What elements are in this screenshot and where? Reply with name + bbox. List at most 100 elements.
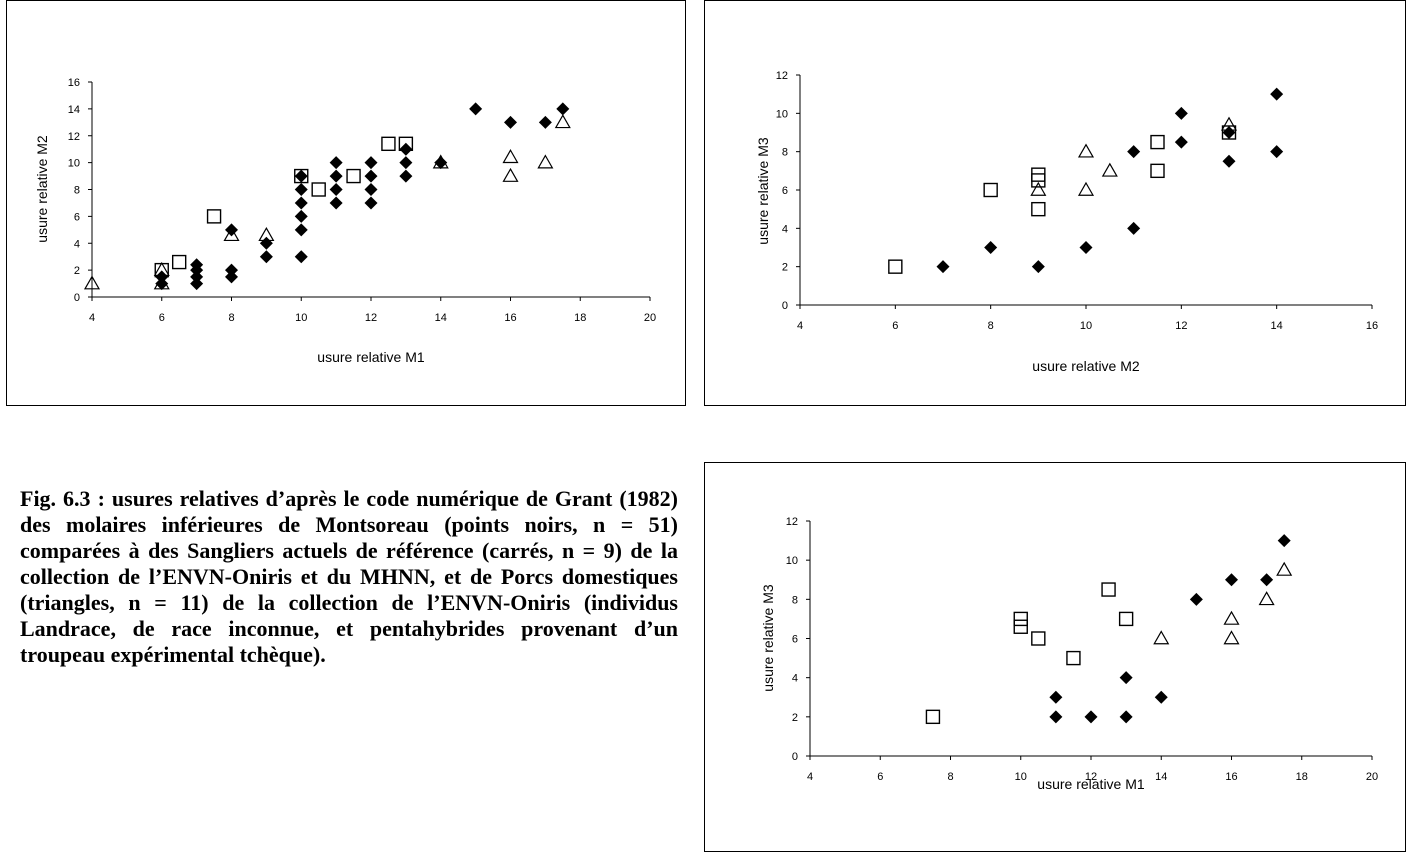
square-point — [1031, 167, 1046, 182]
square-point — [1066, 650, 1081, 666]
diamond-point — [1222, 126, 1236, 139]
square-point — [294, 168, 309, 184]
y-tick-label: 2 — [782, 262, 788, 274]
diamond-point — [294, 169, 308, 183]
diamond-point — [1270, 145, 1284, 159]
diamond-point — [1260, 573, 1274, 587]
diamond-point — [294, 209, 308, 223]
y-tick-label: 16 — [68, 77, 80, 89]
x-tick-label: 12 — [365, 312, 377, 324]
triangle-point — [554, 114, 571, 129]
x-tick-label: 8 — [228, 312, 234, 324]
x-tick-label: 20 — [644, 312, 656, 324]
triangle-point — [502, 149, 519, 164]
y-tick-label: 0 — [782, 300, 788, 312]
x-tick-label: 20 — [1366, 771, 1378, 783]
diamond-point — [1174, 135, 1188, 149]
x-tick-label: 4 — [797, 320, 803, 332]
chart-m1-m3: 4 6 8 10 12 14 16 18 20 0 2 4 6 8 10 12 usure relative M… — [704, 462, 1406, 852]
triangle-point — [1077, 143, 1095, 158]
square-point — [925, 709, 941, 725]
triangle-point — [153, 275, 170, 290]
y-tick-label: 0 — [792, 751, 798, 763]
triangle-point — [223, 226, 240, 242]
triangle-point — [502, 167, 519, 182]
y-tick-label: 10 — [786, 555, 798, 567]
y-axis-label: usure relative M3 — [755, 137, 771, 245]
y-axis-label: usure relative M3 — [760, 584, 776, 692]
triangle-point — [1223, 630, 1240, 645]
square-point — [398, 136, 414, 152]
y-tick-label: 14 — [68, 104, 80, 116]
square-point — [346, 168, 361, 184]
diamond-point — [1222, 154, 1236, 168]
square-point — [1221, 125, 1237, 140]
diamond-point — [1049, 710, 1063, 724]
triangle-point — [1220, 116, 1238, 131]
x-tick-label: 10 — [295, 312, 307, 324]
square-point — [311, 182, 326, 197]
diamond-point — [225, 270, 238, 284]
y-tick-label: 8 — [792, 594, 798, 606]
y-tick-label: 12 — [786, 516, 798, 528]
square-point — [1031, 201, 1046, 217]
y-axis-label: usure relative M2 — [34, 135, 50, 243]
square-point — [888, 259, 903, 274]
y-tick-label: 2 — [792, 712, 798, 724]
diamond-point — [556, 102, 570, 116]
square-point — [1031, 173, 1046, 188]
triangle-point — [537, 154, 554, 169]
y-tick-label: 6 — [74, 211, 80, 223]
diamond-point — [364, 156, 378, 170]
diamond-point — [399, 142, 413, 156]
triangle-point — [432, 154, 449, 169]
diamond-point — [364, 169, 378, 183]
square-point — [1101, 582, 1116, 597]
triangle-point — [1077, 181, 1095, 196]
diamond-point — [329, 183, 343, 196]
figure-caption: Fig. 6.3 : usures relatives d’après le c… — [20, 486, 678, 667]
diamond-point — [155, 277, 169, 291]
square-point — [1013, 611, 1028, 627]
y-tick-label: 4 — [74, 238, 80, 250]
x-tick-label: 16 — [504, 312, 516, 324]
x-tick-label: 6 — [159, 312, 165, 324]
diamond-point — [1084, 710, 1098, 724]
x-tick-label: 4 — [807, 771, 813, 783]
y-tick-label: 12 — [776, 70, 788, 82]
diamond-point — [225, 223, 238, 237]
x-tick-label: 8 — [947, 771, 953, 783]
diamond-point — [936, 260, 950, 274]
x-tick-label: 14 — [1271, 320, 1283, 332]
x-tick-label: 10 — [1015, 771, 1027, 783]
y-tick-label: 12 — [68, 131, 80, 143]
diamond-point — [329, 169, 343, 183]
chart-m2-m3: 4 6 8 10 12 14 16 0 2 4 6 8 10 12 usure relative M2 usu… — [704, 0, 1406, 406]
chart-m2-m3-plot: 4 6 8 10 12 14 16 0 2 4 6 8 10 12 usure relative M2 usu… — [755, 70, 1378, 374]
x-tick-label: 18 — [574, 312, 586, 324]
diamond-point — [225, 263, 238, 277]
diamond-point — [1119, 671, 1133, 685]
y-tick-label: 10 — [68, 158, 80, 170]
diamond-point — [1119, 710, 1133, 724]
x-tick-label: 12 — [1175, 320, 1187, 332]
diamond-point — [1127, 221, 1141, 235]
x-axis-label: usure relative M1 — [1037, 776, 1145, 792]
square-point — [1031, 631, 1046, 646]
diamond-point — [504, 115, 517, 129]
x-tick-label: 4 — [89, 312, 95, 324]
diamond-point — [399, 156, 413, 170]
chart-m1-m2: 4 6 8 10 12 14 16 18 20 0 2 4 6 8 10 12 14 16 usure relati… — [6, 0, 686, 406]
triangle-point — [258, 226, 275, 242]
y-tick-label: 2 — [74, 265, 80, 277]
square-point — [381, 136, 396, 152]
triangle-point — [83, 275, 101, 290]
x-tick-label: 12 — [1085, 771, 1097, 783]
triangle-point — [153, 261, 170, 276]
square-point — [1013, 619, 1028, 634]
diamond-point — [984, 241, 998, 254]
diamond-point — [1079, 241, 1093, 254]
x-tick-label: 14 — [435, 312, 447, 324]
triangle-point — [1030, 181, 1047, 196]
x-axis-label: usure relative M1 — [317, 349, 425, 365]
